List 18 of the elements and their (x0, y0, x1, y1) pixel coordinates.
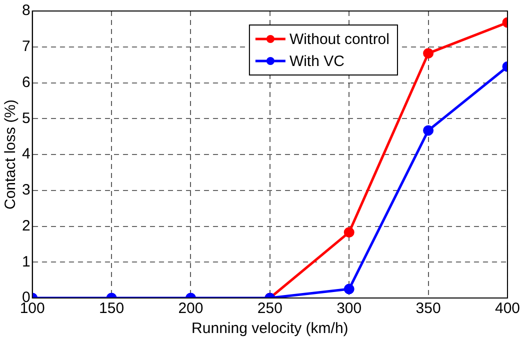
y-tick-label: 4 (22, 146, 30, 163)
x-tick-label: 300 (336, 300, 362, 318)
x-tick-label: 250 (257, 300, 282, 318)
y-tick-label: 3 (22, 182, 30, 199)
y-tick-label: 5 (22, 110, 30, 127)
x-tick-label: 350 (416, 300, 441, 318)
x-tick-label: 400 (494, 300, 520, 318)
y-tick-label: 7 (22, 38, 30, 56)
y-axis-title: Contact loss (%) (2, 99, 20, 210)
y-tick-label: 8 (22, 2, 30, 20)
y-tick-label: 1 (22, 253, 30, 270)
x-tick-label: 150 (99, 300, 124, 318)
y-tick-label: 6 (22, 74, 30, 91)
y-tick-label: 2 (22, 217, 30, 234)
legend-label: With VC (289, 53, 345, 70)
legend-label: Without control (289, 31, 390, 48)
x-axis-title: Running velocity (km/h) (192, 320, 348, 338)
x-tick-label: 200 (178, 300, 204, 318)
